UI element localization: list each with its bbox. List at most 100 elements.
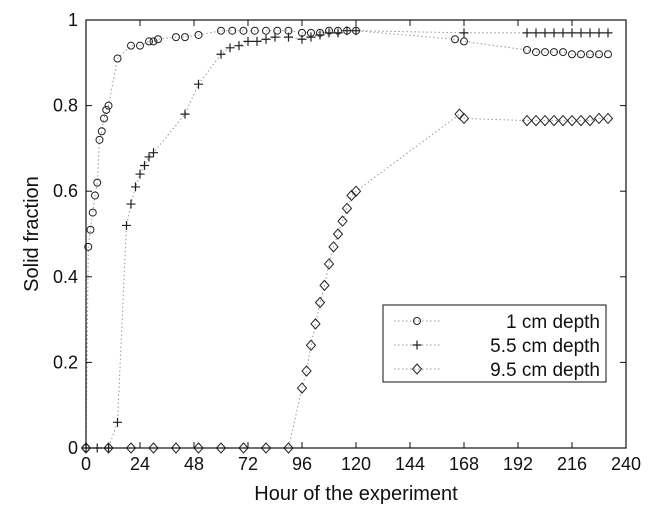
legend-box [382,304,607,383]
data-point [250,26,259,35]
data-point [86,225,95,234]
x-tick-label: 216 [557,454,587,474]
data-point [458,112,470,125]
data-point [315,30,325,40]
data-point [314,296,326,309]
data-point [113,417,122,427]
data-point [559,48,567,57]
data-point [586,50,594,59]
data-point [243,36,253,46]
data-point [460,37,468,46]
data-point [301,365,312,377]
x-tick-label: 48 [184,454,204,474]
legend-label-1: 1 cm depth [506,312,600,333]
data-point [149,148,158,158]
y-axis-label: Solid fraction [21,176,43,292]
data-point [595,50,603,59]
data-point [100,114,108,123]
y-tick-label: 0 [68,438,78,458]
series-line [86,113,608,449]
data-point [550,48,558,57]
y-tick-label: 0.6 [53,181,78,201]
data-point [145,37,153,46]
data-point [239,26,248,35]
data-point [88,208,97,217]
legend: 1 cm depth 5.5 cm depth 9.5 cm depth [382,304,607,383]
data-point [530,114,542,127]
data-point [126,199,136,209]
data-point [91,191,99,200]
data-point [567,28,577,38]
data-point [585,28,595,38]
data-point [234,41,244,51]
legend-label-3: 9.5 cm depth [490,360,600,381]
data-point [136,41,144,50]
data-point [568,50,576,59]
data-point [194,79,203,89]
data-point [180,109,190,119]
ticks-layer: 0 24 48 72 96 120 144 168 192 216 240 0 0.2 0.4 0.6 0.8… [53,10,641,474]
legend-entry-1: 1 cm depth [394,312,600,333]
data-point [451,35,459,44]
data-point [270,32,280,42]
x-tick-label: 240 [611,454,641,474]
data-point [593,112,605,125]
y-tick-label: 0.8 [53,96,78,116]
data-point [104,101,113,110]
data-point [603,28,613,38]
data-point [216,49,226,59]
data-point [531,28,541,38]
data-point [558,28,568,38]
series-line [85,30,608,449]
data-point [521,114,533,127]
x-tick-label: 72 [238,454,258,474]
data-point [306,32,316,42]
data-point [577,50,585,59]
data-point [172,33,180,42]
data-point [228,26,237,35]
data-point [310,318,321,330]
data-point [296,382,308,394]
series-layer [80,26,614,454]
data-point [540,28,550,38]
data-point [170,442,182,454]
data-point [576,28,586,38]
legend-label-2: 5.5 cm depth [490,336,600,357]
data-point [217,26,225,35]
x-tick-label: 0 [81,454,91,474]
data-point [323,258,335,270]
data-point [125,442,137,454]
data-point [337,215,348,227]
data-point [238,442,249,454]
data-point [350,185,362,197]
data-point [262,26,270,35]
x-tick-label: 144 [395,454,425,474]
data-point [328,241,339,253]
data-point [93,178,102,187]
data-point [522,28,532,38]
data-point [297,34,307,44]
data-point [181,33,189,42]
data-point [305,339,317,352]
series-1 [82,26,612,452]
data-point [144,152,154,162]
data-point [84,242,93,251]
data-point [604,50,612,59]
series-line [86,30,608,449]
data-point [324,28,334,38]
series-2 [81,26,613,453]
data-point [154,35,162,44]
data-point [131,182,140,192]
data-point [193,442,204,454]
data-point [225,43,235,53]
data-point [523,45,531,54]
data-point [97,127,106,136]
data-point [261,34,271,44]
data-point [149,37,158,46]
x-tick-label: 120 [341,454,371,474]
x-tick-label: 168 [449,454,479,474]
legend-diamond-marker-icon [411,363,423,375]
data-point [548,114,560,127]
data-point [194,30,203,39]
